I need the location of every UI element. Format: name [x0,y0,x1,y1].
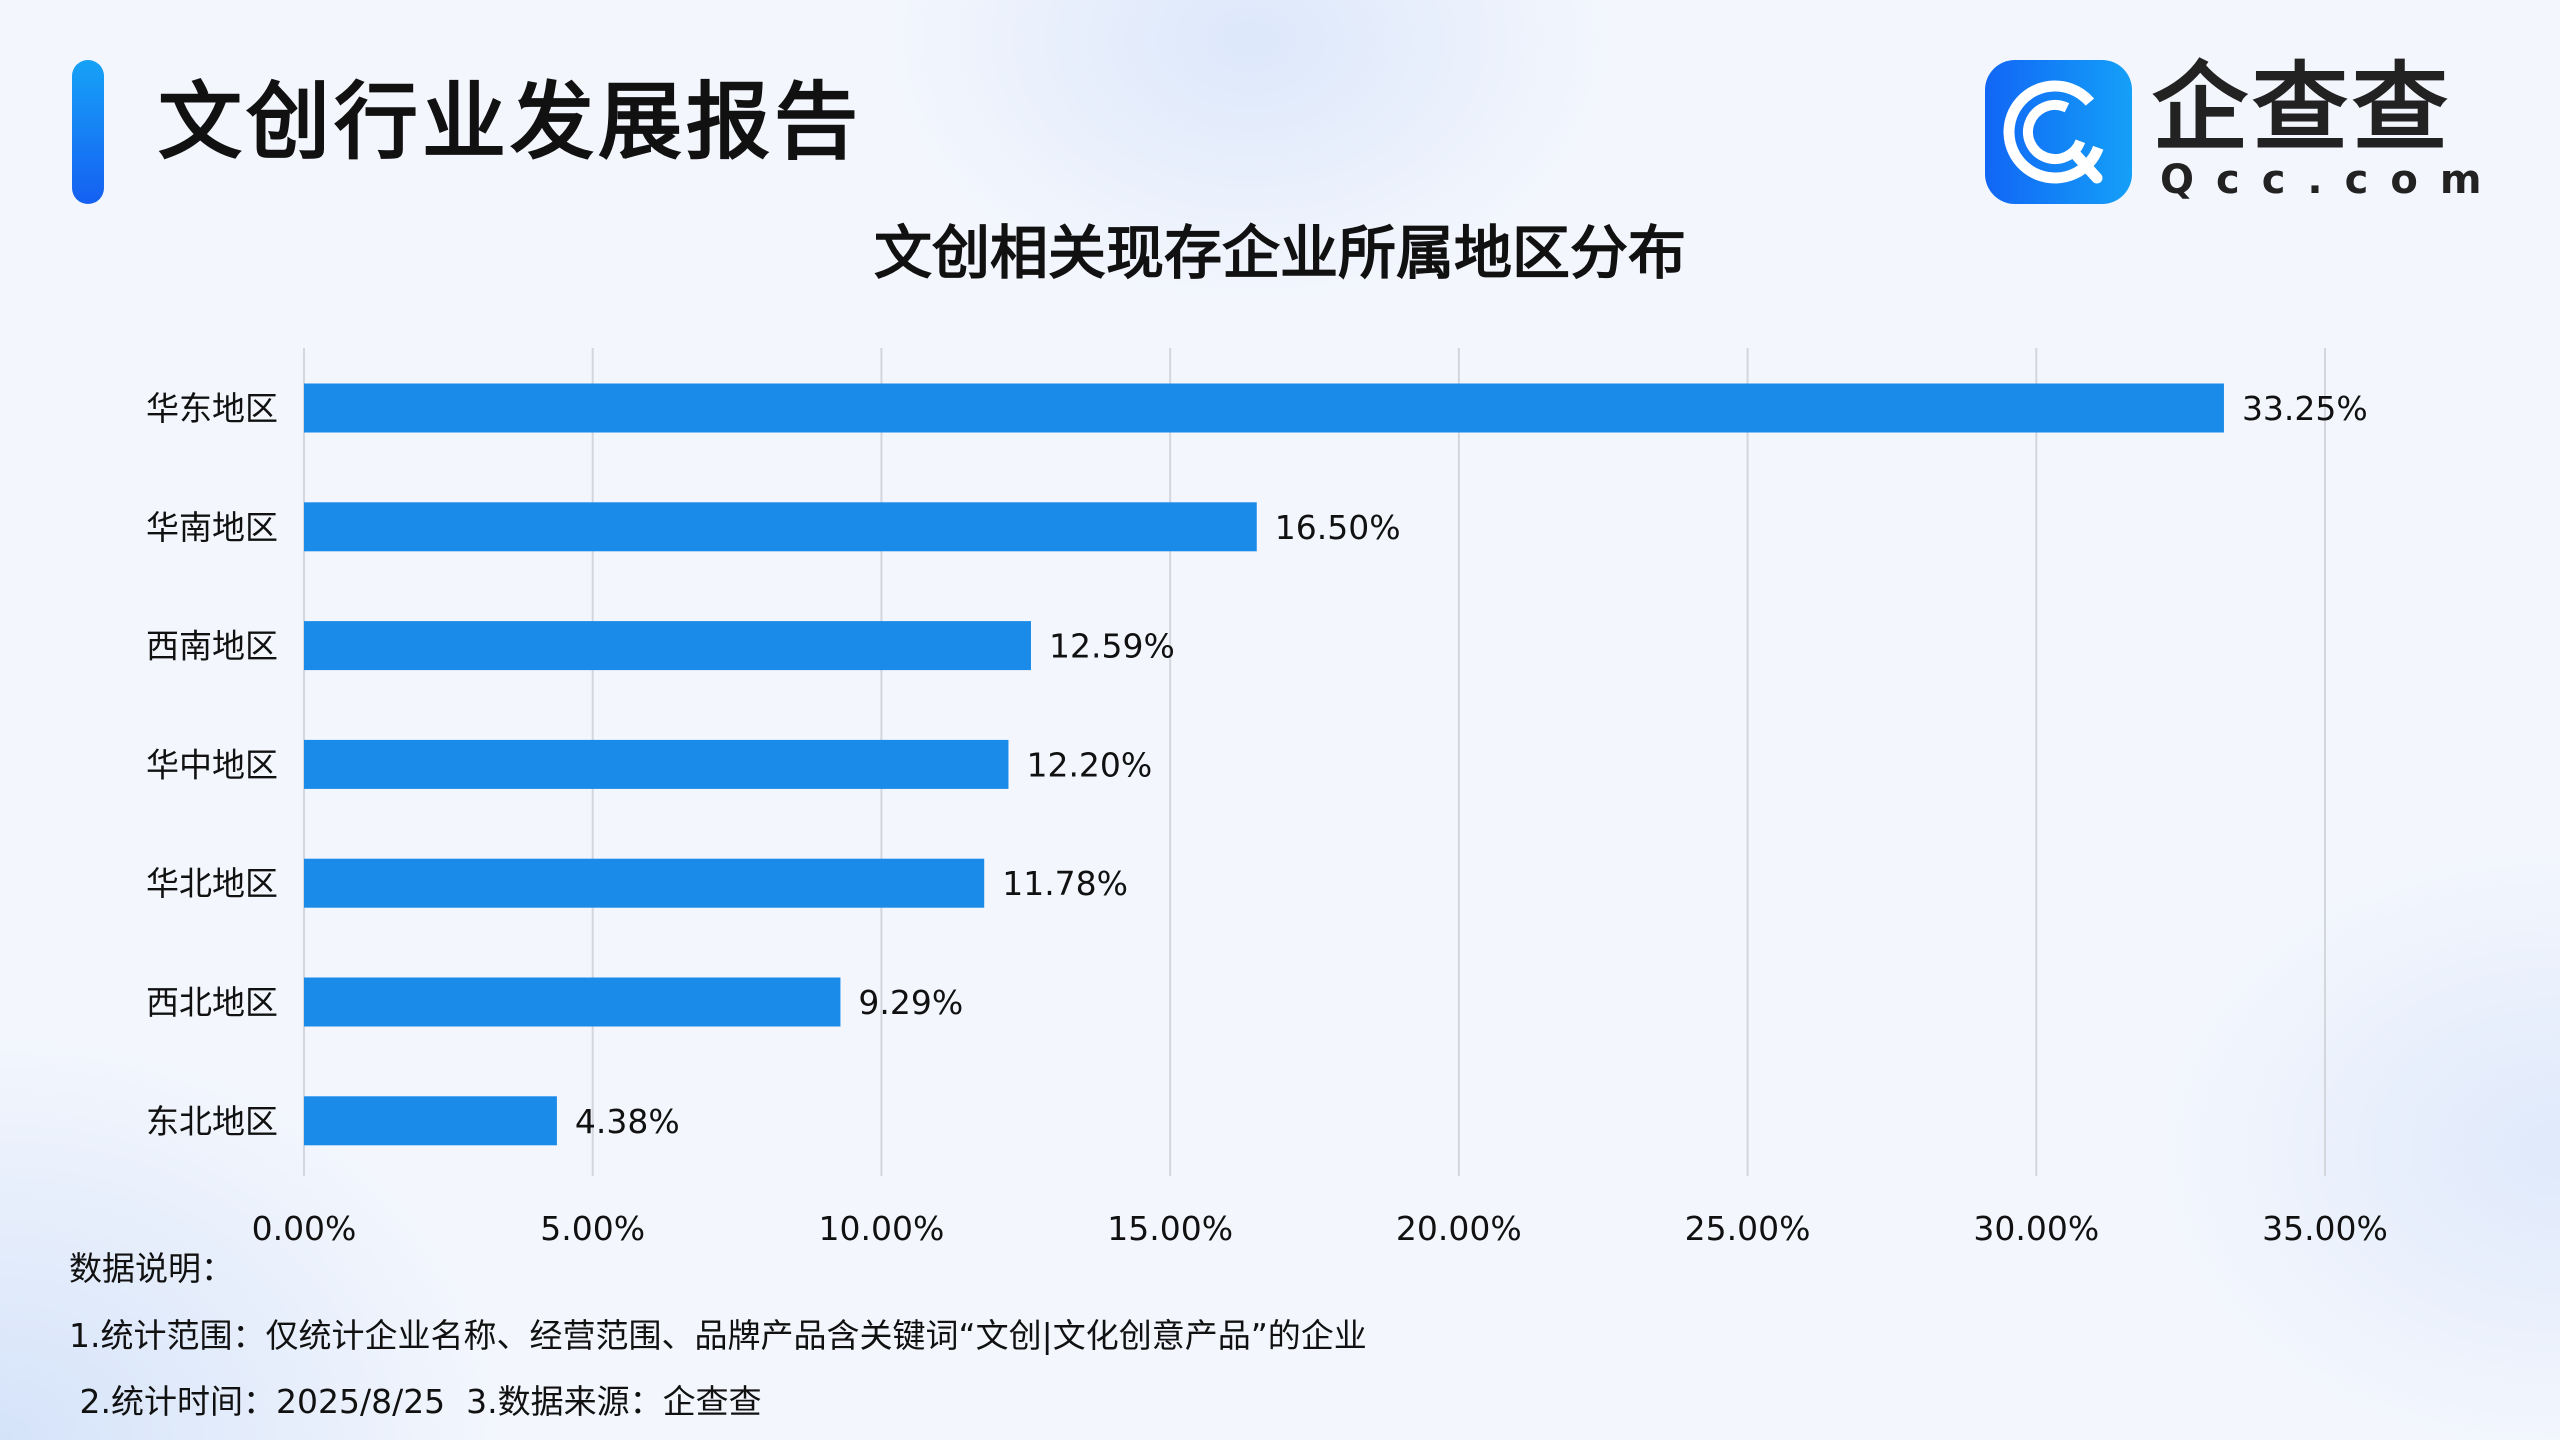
value-label: 33.25% [2242,389,2368,428]
value-label: 16.50% [1275,508,1401,547]
bar-2 [304,621,1031,671]
bar-3 [304,739,1009,789]
qcc-logo-icon [1985,60,2132,204]
bar-5 [304,977,841,1027]
bar-0 [304,383,2224,433]
x-tick-label: 5.00% [540,1209,645,1248]
x-tick-label: 35.00% [2262,1209,2388,1248]
notes-line-1: 1.统计范围：仅统计企业名称、经营范围、品牌产品含关键词“文创|文化创意产品”的… [69,1316,1367,1355]
value-label: 9.29% [858,983,963,1022]
category-label: 西北地区 [146,983,278,1022]
category-label: 东北地区 [146,1102,278,1141]
report-title: 文创行业发展报告 [158,73,863,171]
value-label: 4.38% [575,1102,680,1141]
x-tick-label: 30.00% [1973,1209,2099,1248]
bar-6 [304,1096,557,1146]
category-label: 华南地区 [146,508,278,547]
x-tick-label: 10.00% [819,1209,945,1248]
value-label: 12.20% [1026,745,1152,784]
chart-title: 文创相关现存企业所属地区分布 [873,219,1686,287]
x-tick-label: 0.00% [252,1209,357,1248]
bar-1 [304,502,1257,552]
category-label: 华中地区 [146,745,278,784]
notes-heading: 数据说明： [69,1249,234,1288]
notes-line-2: 2.统计时间：2025/8/25 3.数据来源：企查查 [69,1382,762,1421]
qcc-logo-text: 企查查 [2152,52,2452,164]
category-label: 华东地区 [146,389,278,428]
x-tick-label: 15.00% [1107,1209,1233,1248]
category-label: 华北地区 [146,864,278,903]
x-tick-label: 25.00% [1685,1209,1811,1248]
title-accent-bar [72,60,104,204]
value-label: 12.59% [1049,627,1175,666]
value-label: 11.78% [1002,864,1128,903]
qcc-logo-domain: Qcc.com [2160,157,2504,203]
category-label: 西南地区 [146,627,278,666]
x-tick-label: 20.00% [1396,1209,1522,1248]
bar-4 [304,858,985,908]
